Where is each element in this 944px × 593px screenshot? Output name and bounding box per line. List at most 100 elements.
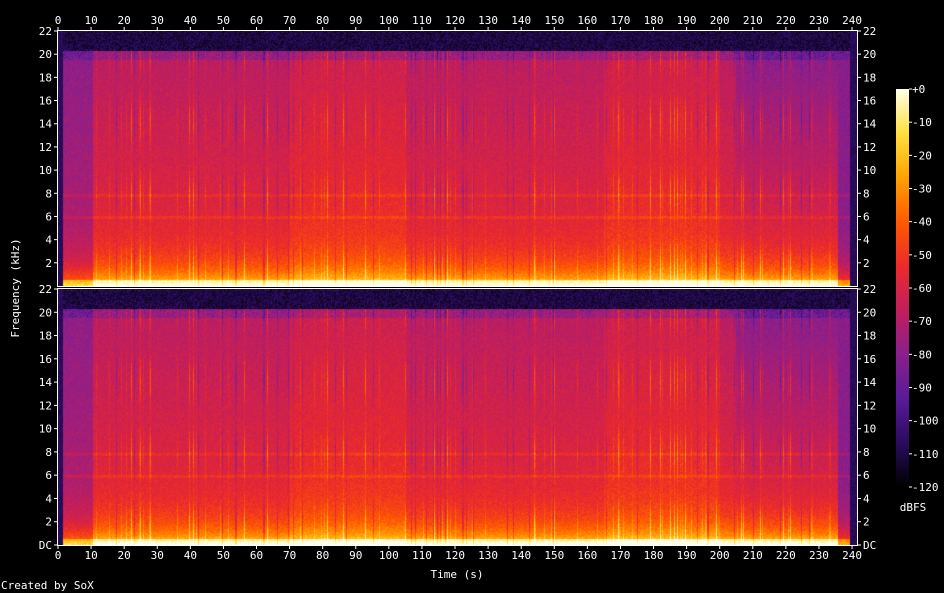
y-tick-label-right: 6 <box>863 469 870 482</box>
x-tick-label-top: 190 <box>677 14 697 27</box>
colorbar-tick-label: -50 <box>912 249 932 262</box>
colorbar-tick-label: -20 <box>912 149 932 162</box>
y-tick-label-right: 18 <box>863 71 876 84</box>
y-tick-label-left: 20 <box>39 48 52 61</box>
x-tick-label-top: 200 <box>710 14 730 27</box>
x-tick-label-bottom: 30 <box>151 549 164 562</box>
y-tick-label-right: 16 <box>863 95 876 108</box>
plot-frame-channel-2 <box>57 288 858 546</box>
x-tick-label-top: 70 <box>283 14 296 27</box>
x-tick-label-top: 80 <box>316 14 329 27</box>
x-tick-label-top: 230 <box>809 14 829 27</box>
x-tick-label-bottom: 220 <box>776 549 796 562</box>
x-tick-label-bottom: 240 <box>842 549 862 562</box>
x-tick-label-bottom: 130 <box>478 549 498 562</box>
y-tick-label-left: 14 <box>39 376 53 389</box>
x-tick-label-top: 240 <box>842 14 862 27</box>
y-tick-label-left: 6 <box>45 210 52 223</box>
x-tick-label-top: 130 <box>478 14 498 27</box>
y-tick-label-right: DC <box>863 539 876 552</box>
y-tick-label-right: 8 <box>863 187 870 200</box>
x-tick-label-bottom: 20 <box>118 549 131 562</box>
y-tick-label-left: 16 <box>39 353 52 366</box>
x-tick-label-bottom: 140 <box>511 549 531 562</box>
colorbar-tick-label: -90 <box>912 382 932 395</box>
x-axis-label: Time (s) <box>431 568 484 581</box>
y-tick-label-left: 12 <box>39 399 52 412</box>
x-tick-label-top: 120 <box>445 14 465 27</box>
y-tick-label-right: 10 <box>863 423 876 436</box>
colorbar-tick-label: -120 <box>912 481 939 494</box>
y-tick-label-right: 10 <box>863 164 876 177</box>
x-tick-label-top: 150 <box>544 14 564 27</box>
y-tick-label-right: 20 <box>863 48 876 61</box>
y-tick-label-left: 10 <box>39 164 52 177</box>
x-tick-label-top: 110 <box>412 14 432 27</box>
y-tick-label-left: 22 <box>39 283 52 296</box>
x-tick-label-top: 100 <box>379 14 399 27</box>
x-tick-label-bottom: 120 <box>445 549 465 562</box>
x-tick-label-bottom: 150 <box>544 549 564 562</box>
y-tick-label-left: 22 <box>39 25 52 38</box>
x-tick-label-bottom: 70 <box>283 549 296 562</box>
spectrogram-channel-2 <box>58 289 857 545</box>
x-tick-label-bottom: 90 <box>349 549 362 562</box>
x-tick-label-top: 180 <box>644 14 664 27</box>
x-tick-label-top: 20 <box>118 14 131 27</box>
x-tick-label-top: 90 <box>349 14 362 27</box>
y-tick-label-right: 20 <box>863 306 876 319</box>
y-tick-label-left: 8 <box>45 446 52 459</box>
y-tick-label-right: 22 <box>863 283 876 296</box>
y-tick-label-right: 12 <box>863 399 876 412</box>
x-tick-label-top: 220 <box>776 14 796 27</box>
y-tick-label-left: 8 <box>45 187 52 200</box>
x-tick-label-top: 30 <box>151 14 164 27</box>
y-tick-label-left: 2 <box>45 516 52 529</box>
colorbar-gradient <box>896 89 909 487</box>
y-tick-label-right: 14 <box>863 118 877 131</box>
colorbar-tick-label: -100 <box>912 415 939 428</box>
x-tick-label-top: 10 <box>84 14 97 27</box>
y-tick-label-right: 4 <box>863 234 870 247</box>
x-tick-label-bottom: 0 <box>55 549 62 562</box>
x-tick-label-top: 0 <box>55 14 62 27</box>
colorbar-tick-label: -80 <box>912 348 932 361</box>
x-tick-label-bottom: 80 <box>316 549 329 562</box>
x-tick-label-bottom: 50 <box>217 549 230 562</box>
y-tick-label-right: 14 <box>863 376 877 389</box>
y-tick-label-left: 2 <box>45 257 52 270</box>
spectrogram-panels <box>58 31 857 545</box>
colorbar-tick-label: +0 <box>912 83 925 96</box>
x-tick-label-bottom: 210 <box>743 549 763 562</box>
x-tick-label-bottom: 40 <box>184 549 197 562</box>
y-tick-label-right: 8 <box>863 446 870 459</box>
colorbar-unit-label: dBFS <box>900 501 927 514</box>
x-tick-label-top: 170 <box>611 14 631 27</box>
x-tick-label-bottom: 60 <box>250 549 263 562</box>
colorbar: +0 -10 -20 -30 -40 -50 -60 -70 -80 -90 -100 -110 -12… <box>896 83 939 494</box>
colorbar-tick-label: -70 <box>912 315 932 328</box>
y-tick-label-left: 4 <box>45 234 52 247</box>
colorbar-tick-label: -60 <box>912 282 932 295</box>
x-tick-label-bottom: 190 <box>677 549 697 562</box>
colorbar-tick-label: -10 <box>912 116 932 129</box>
y-tick-label-left: 6 <box>45 469 52 482</box>
y-tick-label-left: 20 <box>39 306 52 319</box>
y-tick-label-right: 22 <box>863 25 876 38</box>
x-tick-label-bottom: 160 <box>577 549 597 562</box>
plot-frame-channel-1 <box>57 30 858 287</box>
x-tick-label-bottom: 10 <box>84 549 97 562</box>
x-tick-label-top: 40 <box>184 14 197 27</box>
y-tick-label-left: 18 <box>39 330 52 343</box>
y-tick-label-left: 18 <box>39 71 52 84</box>
y-tick-label-right: 18 <box>863 330 876 343</box>
y-tick-label-left: DC <box>39 539 52 552</box>
x-tick-label-bottom: 180 <box>644 549 664 562</box>
spectrogram-channel-1 <box>58 31 857 286</box>
colorbar-tick-label: -110 <box>912 448 939 461</box>
x-tick-label-top: 160 <box>577 14 597 27</box>
y-axis-label: Frequency (kHz) <box>9 238 22 337</box>
y-tick-label-left: 10 <box>39 423 52 436</box>
